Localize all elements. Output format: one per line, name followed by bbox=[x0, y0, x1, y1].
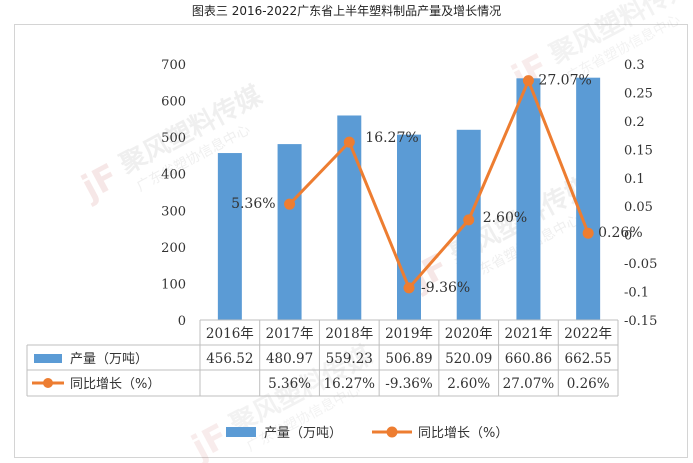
data-table: 2016年 2017年 2018年 2019年 2020年 2021年 2022年产量（万吨… bbox=[26, 319, 619, 397]
y-right-tick-label: 0.05 bbox=[624, 200, 653, 215]
table-cell: 559.23 bbox=[326, 351, 373, 367]
y-right-tick-label: 0 bbox=[624, 229, 632, 244]
y-left-tick-label: 0 bbox=[178, 314, 186, 329]
x-tick-label: 2018年 bbox=[325, 326, 373, 342]
table-cell: 520.09 bbox=[445, 351, 492, 367]
table-cell: 660.86 bbox=[505, 351, 552, 367]
table-cell: 0.26% bbox=[567, 376, 610, 392]
y-left-tick-label: 300 bbox=[161, 204, 186, 219]
page-title: 图表三 2016-2022广东省上半年塑料制品产量及增长情况 bbox=[191, 4, 502, 18]
x-tick-label: 2022年 bbox=[564, 326, 612, 342]
watermark-logo: jF bbox=[184, 416, 235, 463]
line-path bbox=[288, 79, 590, 290]
bar-series bbox=[217, 77, 601, 320]
data-label: 5.36% bbox=[231, 196, 275, 212]
line-series bbox=[284, 75, 594, 294]
data-labels: 5.36% 16.27% -9.36% 2.60% 27.07% 0.26% bbox=[231, 73, 643, 296]
bar bbox=[217, 153, 242, 320]
y-left-tick-label: 100 bbox=[161, 277, 186, 292]
x-tick-label: 2020年 bbox=[445, 326, 493, 342]
y-axis-left: 0 100 200 300 400 500 600 700 bbox=[161, 58, 186, 329]
y-right-tick-label: 0.1 bbox=[624, 172, 645, 187]
y-right-tick-label: 0.15 bbox=[624, 143, 653, 158]
data-label: 16.27% bbox=[365, 130, 418, 146]
chart-frame bbox=[14, 24, 688, 458]
table-cell: -9.36% bbox=[385, 376, 433, 392]
table-cell: 16.27% bbox=[324, 376, 376, 392]
table-cell: 480.97 bbox=[266, 351, 313, 367]
y-right-tick-label: -0.1 bbox=[624, 286, 649, 301]
line-marker bbox=[522, 75, 534, 87]
legend-label: 产量（万吨） bbox=[264, 426, 342, 441]
y-right-tick-label: 0.2 bbox=[624, 115, 645, 130]
line-marker bbox=[403, 282, 415, 294]
y-right-tick-label: -0.15 bbox=[624, 314, 657, 329]
table-cell: 5.36% bbox=[268, 376, 311, 392]
y-right-tick-label: -0.05 bbox=[624, 257, 657, 272]
line-marker bbox=[284, 198, 296, 210]
line-marker bbox=[582, 227, 594, 239]
y-left-tick-label: 200 bbox=[161, 241, 186, 256]
table-cell: 456.52 bbox=[206, 351, 253, 367]
table-cell: 2.60% bbox=[447, 376, 490, 392]
x-tick-label: 2016年 bbox=[206, 326, 254, 342]
y-left-tick-label: 600 bbox=[161, 95, 186, 110]
y-left-tick-label: 700 bbox=[161, 58, 186, 73]
legend-line-marker bbox=[386, 426, 398, 438]
y-axis-right: -0.15 -0.1 -0.05 0 0.05 0.1 0.15 0.2 0.25 0.3 bbox=[624, 58, 657, 329]
data-label: 0.26% bbox=[598, 225, 642, 241]
line-marker bbox=[343, 136, 355, 148]
x-tick-label: 2017年 bbox=[266, 326, 314, 342]
y-right-tick-label: 0.25 bbox=[624, 86, 653, 101]
line-marker bbox=[463, 214, 475, 226]
table-row-label: 同比增长（%） bbox=[70, 377, 160, 392]
legend-label: 同比增长（%） bbox=[418, 426, 508, 441]
table-cell: 662.55 bbox=[565, 351, 612, 367]
y-right-tick-label: 0.3 bbox=[624, 58, 645, 73]
bar bbox=[277, 144, 302, 320]
y-left-tick-label: 400 bbox=[161, 168, 186, 183]
data-label: 2.60% bbox=[483, 210, 527, 226]
data-label: 27.07% bbox=[538, 73, 591, 89]
table-key-bar bbox=[34, 354, 62, 363]
table-row-label: 产量（万吨） bbox=[70, 352, 148, 367]
table-cell: 27.07% bbox=[503, 376, 555, 392]
bar bbox=[516, 78, 541, 320]
y-left-tick-label: 500 bbox=[161, 131, 186, 146]
bar bbox=[576, 77, 601, 320]
table-key-marker bbox=[43, 378, 53, 388]
legend: 产量（万吨） 同比增长（%） bbox=[226, 426, 508, 441]
watermark-logo: jF bbox=[74, 156, 125, 209]
x-tick-label: 2021年 bbox=[504, 326, 552, 342]
table-cell: 506.89 bbox=[385, 351, 432, 367]
x-tick-label: 2019年 bbox=[385, 326, 433, 342]
legend-bar-swatch bbox=[226, 427, 256, 437]
data-label: -9.36% bbox=[421, 280, 470, 296]
